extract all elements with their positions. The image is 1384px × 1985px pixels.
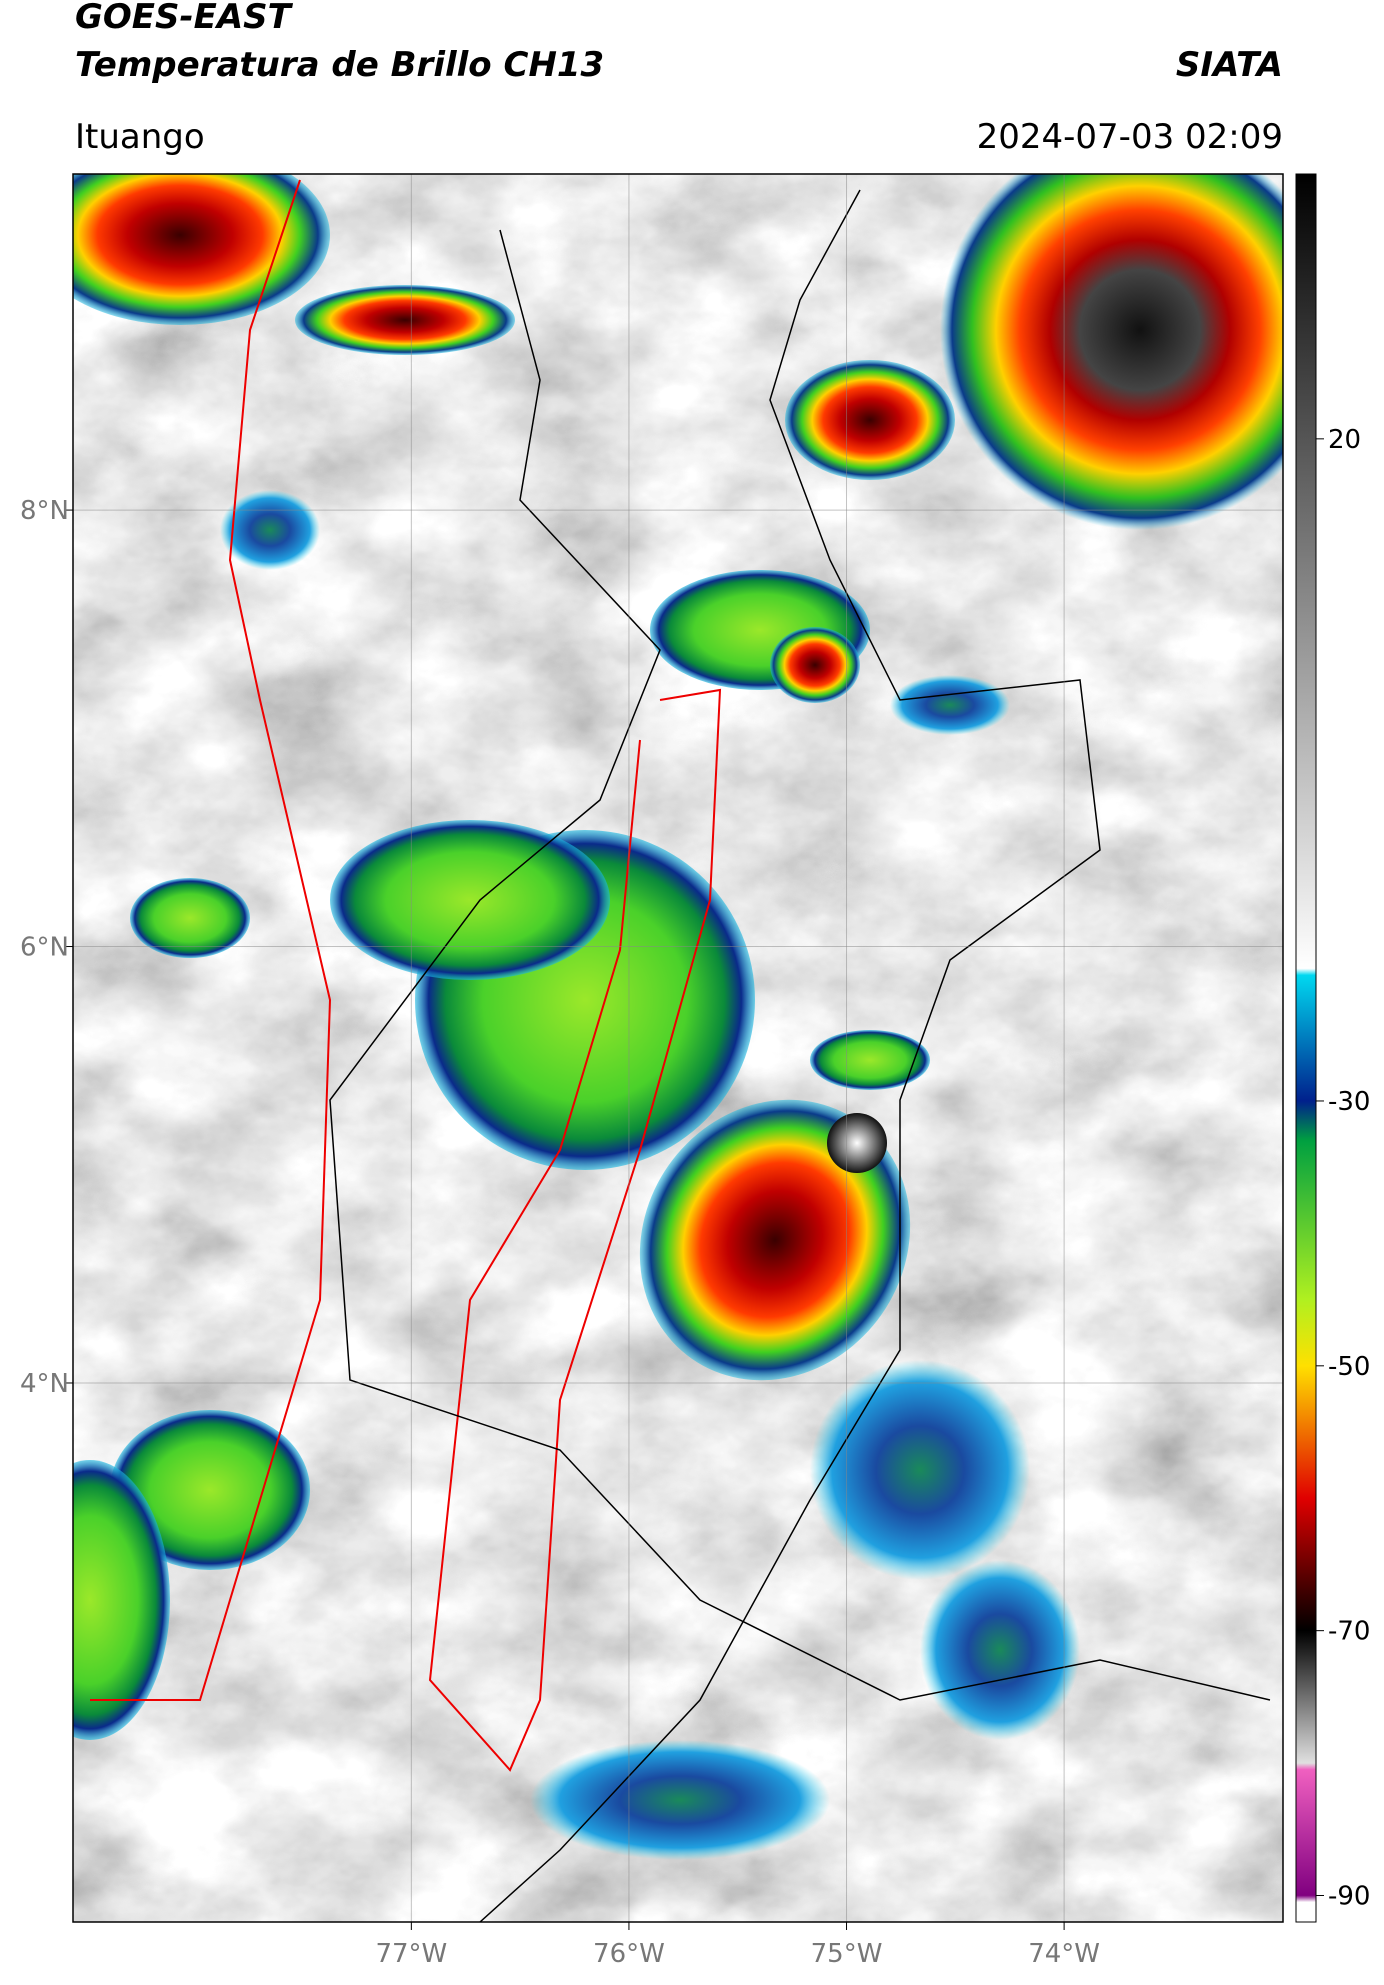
cloud-cell (530, 1740, 830, 1860)
graticule (73, 174, 1283, 1922)
cloud-cell (130, 878, 250, 958)
cloud-cell (920, 1560, 1080, 1740)
cloud-cell (73, 1460, 170, 1740)
cloud-cell (73, 174, 330, 325)
cloud-cell (810, 1360, 1030, 1580)
cloud-cell (770, 627, 860, 703)
border (428, 688, 722, 1772)
subtitle: Temperatura de Brillo CH13 (75, 45, 604, 85)
location: Ituango (75, 117, 205, 157)
cloud-top (827, 1113, 887, 1173)
x-tick-label: 76°W (593, 1939, 665, 1969)
colorbar-label: -70 (1328, 1617, 1370, 1647)
cloud-cell (639, 1099, 911, 1381)
cloud-cell (785, 360, 955, 480)
map-frame (72, 173, 1284, 1923)
cloud-cell (810, 1030, 930, 1090)
colorbar-label: -90 (1328, 1882, 1370, 1912)
border (329, 229, 1271, 1701)
cloud-cell (940, 174, 1283, 530)
colorbar-label: -50 (1328, 1352, 1370, 1382)
x-tick-label: 77°W (375, 1939, 447, 1969)
y-tick-label: 8°N (20, 496, 69, 526)
source: SIATA (1176, 45, 1283, 85)
x-tick-label: 75°W (811, 1939, 883, 1969)
datetime: 2024-07-03 02:09 (977, 117, 1283, 157)
border (479, 189, 1101, 1922)
colorbar-label: -30 (1328, 1087, 1370, 1117)
colorbar-label: 20 (1328, 425, 1361, 455)
border (90, 179, 332, 1701)
cloud-cell (330, 820, 610, 980)
cloud-cell (890, 675, 1010, 735)
title: GOES-EAST (75, 0, 294, 37)
y-tick-label: 6°N (20, 933, 69, 963)
y-tick-label: 4°N (20, 1369, 69, 1399)
colorbar (1295, 173, 1317, 1923)
imagery (73, 174, 1283, 1922)
cloud-cell (295, 285, 515, 355)
x-tick-label: 74°W (1028, 1939, 1100, 1969)
cloud-cell (110, 1410, 310, 1570)
